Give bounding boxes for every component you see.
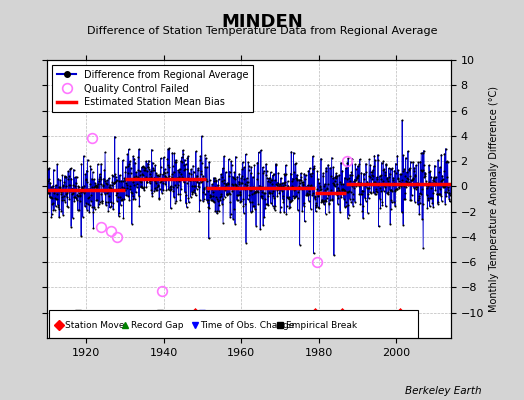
- Text: Time of Obs. Change: Time of Obs. Change: [200, 321, 295, 330]
- Text: Empirical Break: Empirical Break: [286, 321, 357, 330]
- Text: Berkeley Earth: Berkeley Earth: [406, 386, 482, 396]
- Text: Difference of Station Temperature Data from Regional Average: Difference of Station Temperature Data f…: [87, 26, 437, 36]
- Text: Station Move: Station Move: [64, 321, 124, 330]
- Legend: Difference from Regional Average, Quality Control Failed, Estimated Station Mean: Difference from Regional Average, Qualit…: [52, 65, 254, 112]
- FancyBboxPatch shape: [49, 310, 418, 338]
- Y-axis label: Monthly Temperature Anomaly Difference (°C): Monthly Temperature Anomaly Difference (…: [489, 86, 499, 312]
- Text: MINDEN: MINDEN: [221, 13, 303, 31]
- Text: Record Gap: Record Gap: [130, 321, 183, 330]
